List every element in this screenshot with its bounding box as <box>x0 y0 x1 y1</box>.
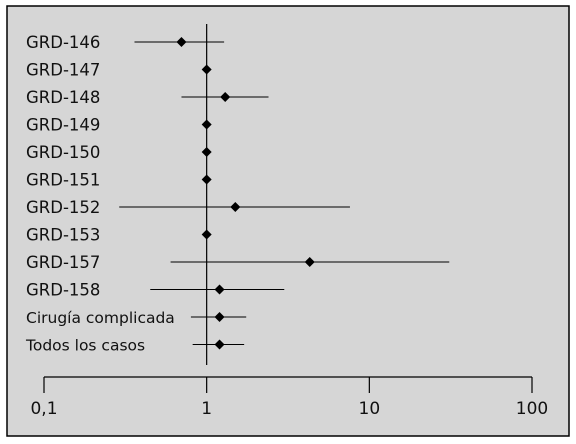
forest-row: GRD-148 <box>26 88 269 107</box>
estimate-diamond-marker <box>230 202 241 212</box>
forest-rows: GRD-146 GRD-147 GRD-148 GRD-149 GRD-150 GRD-1… <box>25 33 450 355</box>
x-tick-label-2: 10 <box>359 399 381 419</box>
row-label: GRD-147 <box>26 61 100 80</box>
estimate-diamond-marker <box>201 174 212 185</box>
row-label: GRD-153 <box>26 226 100 245</box>
estimate-diamond-marker <box>214 312 225 322</box>
plot-background <box>6 5 570 437</box>
forest-row: GRD-151 <box>26 171 212 190</box>
forest-row: GRD-153 <box>26 226 212 245</box>
x-tick-label-0: 0,1 <box>30 399 57 419</box>
row-label: Cirugía complicada <box>26 309 175 327</box>
forest-row: Todos los casos <box>25 337 245 355</box>
row-label: GRD-149 <box>26 116 100 135</box>
forest-row: GRD-152 <box>26 198 350 217</box>
estimate-diamond-marker <box>214 339 225 350</box>
row-label: GRD-158 <box>26 281 100 300</box>
row-label: Todos los casos <box>25 337 145 355</box>
forest-row: Cirugía complicada <box>26 309 247 327</box>
row-label: GRD-150 <box>26 143 100 162</box>
forest-row: GRD-149 <box>26 116 212 135</box>
x-axis-ticks: 0,1 1 10 100 <box>30 377 548 419</box>
estimate-diamond-marker <box>201 64 212 75</box>
row-label: GRD-157 <box>26 253 100 272</box>
forest-row: GRD-150 <box>26 143 212 162</box>
forest-row: GRD-158 <box>26 281 285 300</box>
x-tick-label-3: 100 <box>516 399 548 419</box>
row-label: GRD-151 <box>26 171 100 190</box>
estimate-diamond-marker <box>201 229 212 240</box>
row-label: GRD-152 <box>26 198 100 217</box>
estimate-diamond-marker <box>201 119 212 130</box>
estimate-diamond-marker <box>176 37 187 47</box>
forest-row: GRD-146 <box>26 33 225 52</box>
estimate-diamond-marker <box>214 284 225 295</box>
row-label: GRD-146 <box>26 33 100 52</box>
estimate-diamond-marker <box>304 257 315 267</box>
forest-row: GRD-157 <box>26 253 450 272</box>
x-tick-label-1: 1 <box>201 399 212 419</box>
forest-row: GRD-147 <box>26 61 212 80</box>
row-label: GRD-148 <box>26 88 100 107</box>
estimate-diamond-marker <box>201 147 212 157</box>
estimate-diamond-marker <box>220 92 231 102</box>
